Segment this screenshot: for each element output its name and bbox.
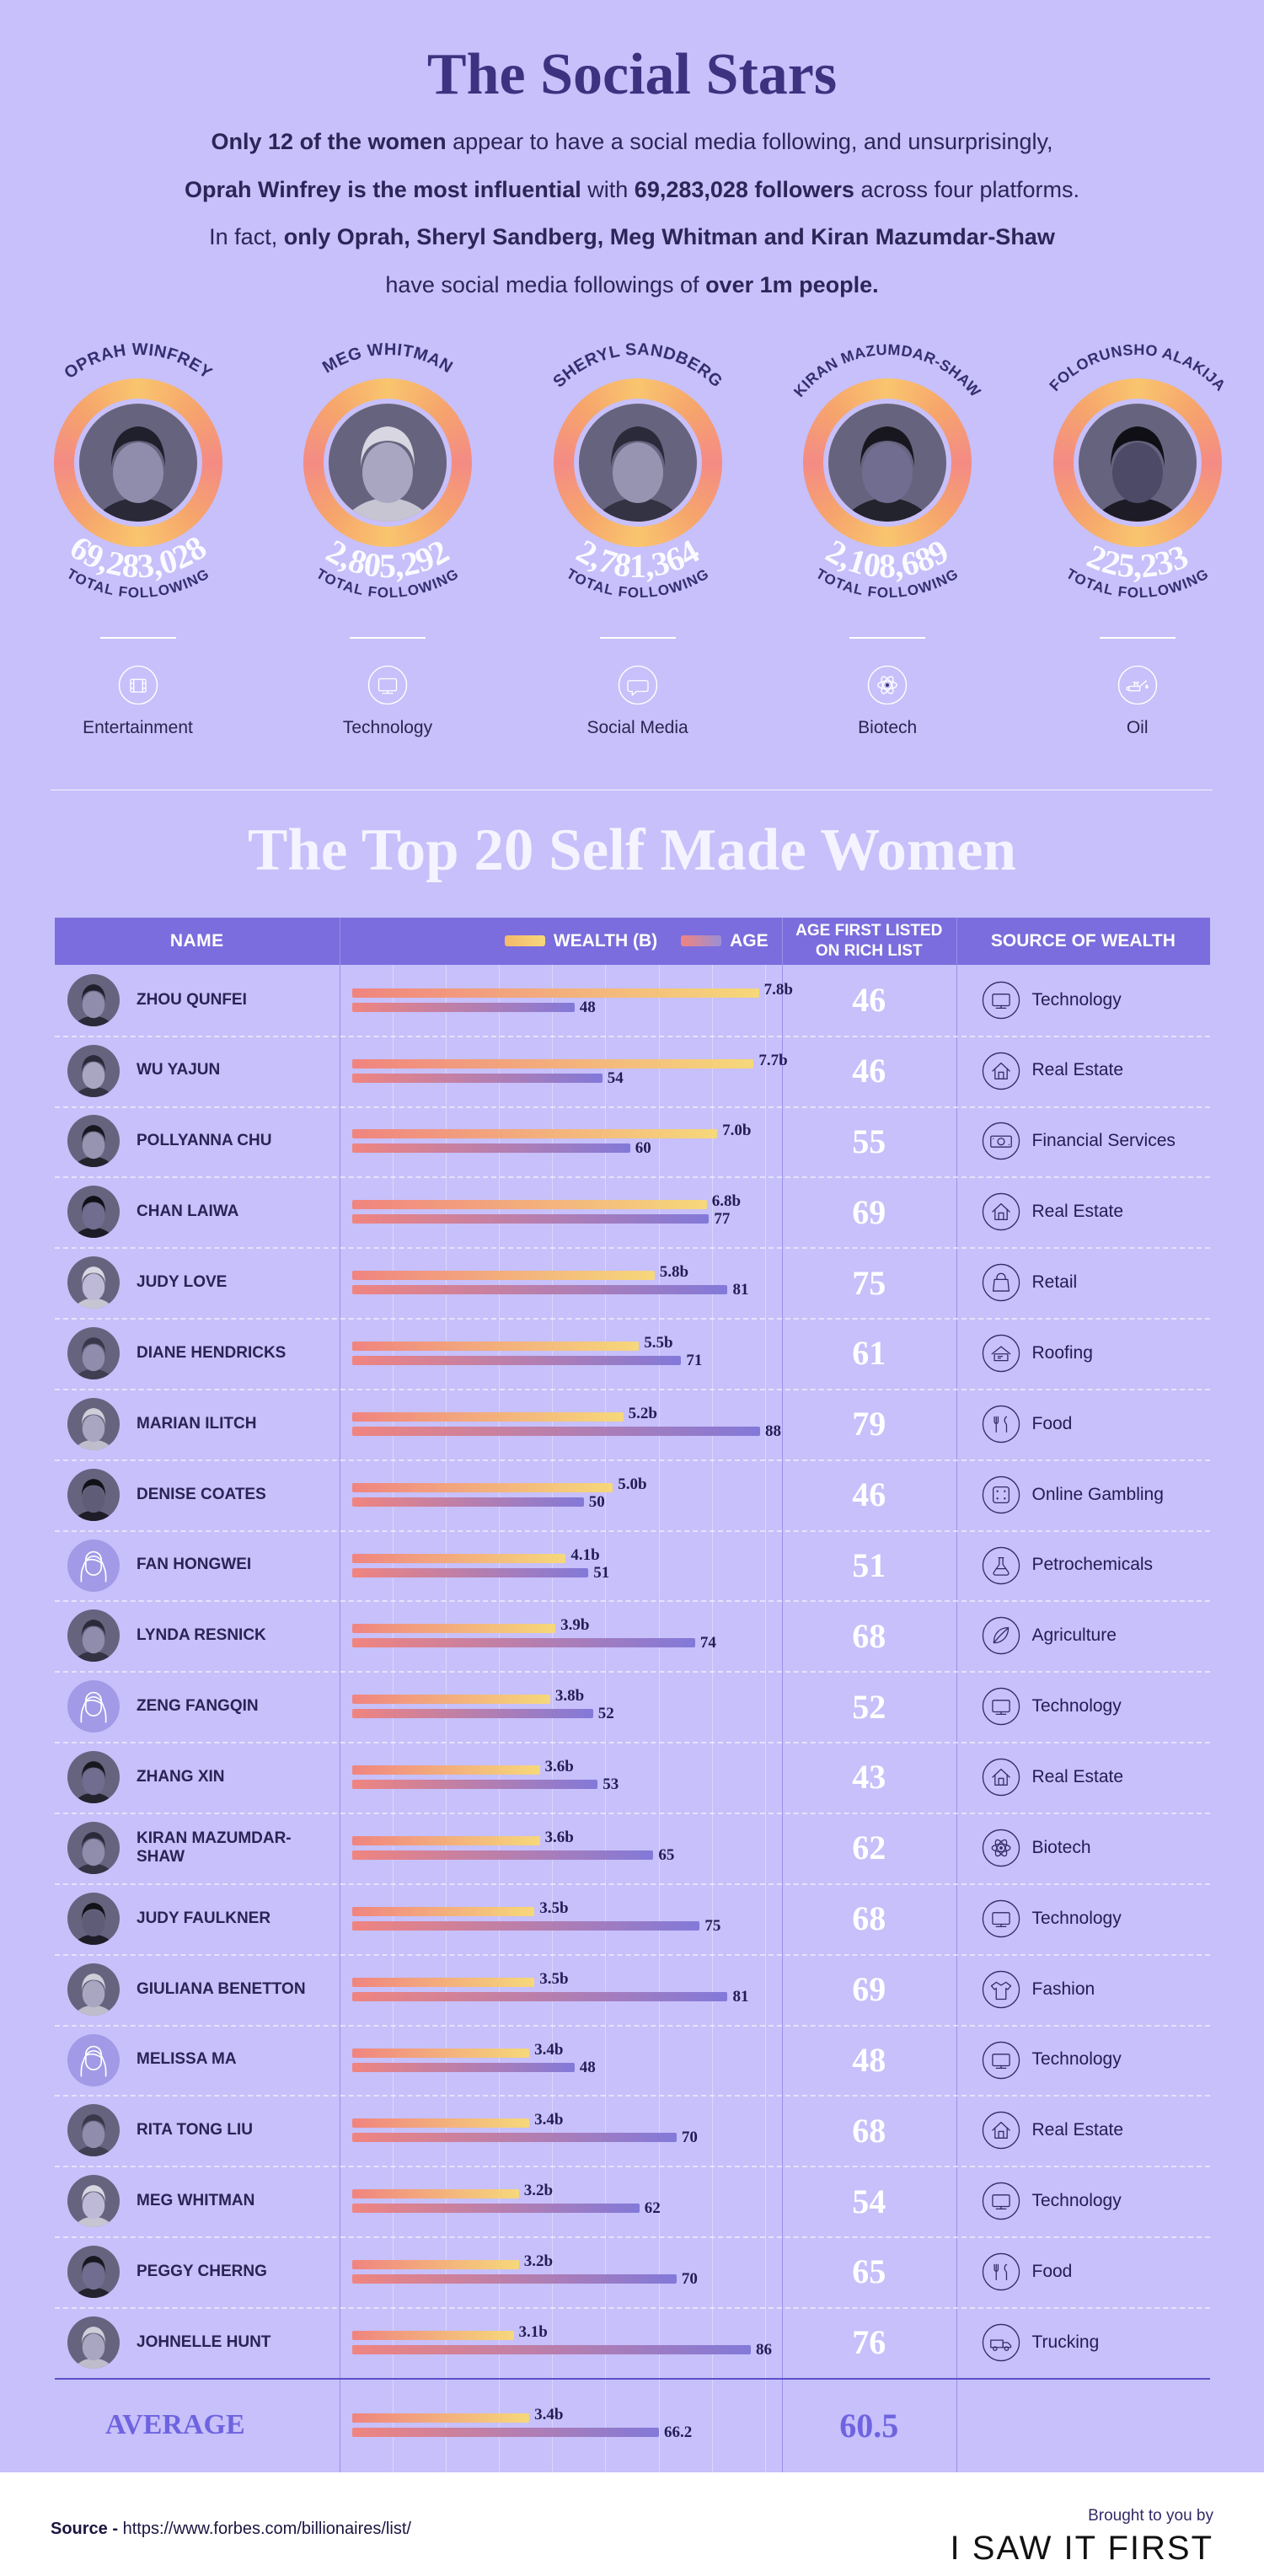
svg-text:KIRAN MAZUMDAR-SHAW: KIRAN MAZUMDAR-SHAW xyxy=(790,341,984,400)
svg-text:OPRAH WINFREY: OPRAH WINFREY xyxy=(61,340,216,383)
svg-text:MEG WHITMAN: MEG WHITMAN xyxy=(319,340,456,378)
svg-text:FOLORUNSHO ALAKIJA: FOLORUNSHO ALAKIJA xyxy=(1046,341,1229,394)
svg-text:SHERYL SANDBERG: SHERYL SANDBERG xyxy=(549,340,726,392)
